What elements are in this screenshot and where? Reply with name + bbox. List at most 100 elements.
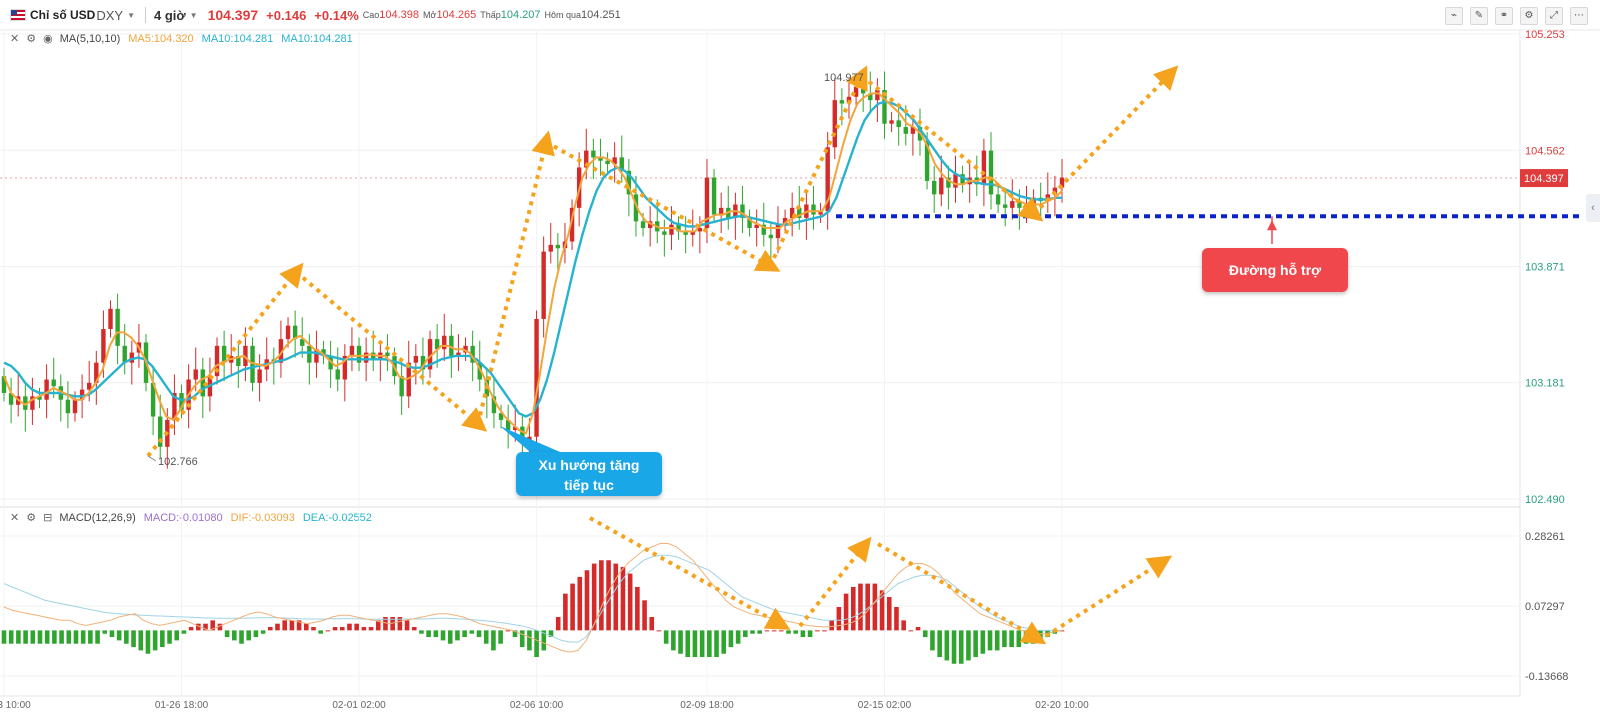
- macd-histogram-bar: [555, 617, 561, 631]
- settings-icon[interactable]: ⚙: [26, 33, 37, 45]
- chevron-down-icon[interactable]: ▼: [127, 10, 135, 20]
- candle-body: [839, 100, 845, 104]
- visibility-eye-icon[interactable]: ◉: [43, 33, 53, 45]
- symbol-header: Chỉ số USD DXY ▼ 4 giờ ▼ 104.397 +0.146 …: [0, 0, 1600, 30]
- macd-panel: [1, 543, 1065, 664]
- candle-body: [307, 345, 312, 363]
- macd-histogram-bar: [872, 583, 878, 631]
- macd-histogram-bar: [793, 630, 799, 634]
- macd-histogram-bar: [584, 570, 590, 631]
- trend-arrow: [1044, 555, 1173, 638]
- trend-callout-pointer: [500, 426, 560, 452]
- candle-body: [690, 231, 695, 235]
- candle-body: [420, 355, 426, 370]
- open-label: Mở: [423, 10, 437, 20]
- macd-histogram-bar: [260, 630, 266, 634]
- macd-histogram-bar: [52, 630, 57, 644]
- settings-icon[interactable]: ⚙: [1520, 7, 1538, 25]
- candle-body: [882, 90, 887, 124]
- candle-body: [65, 399, 71, 414]
- macd-histogram-bar: [160, 630, 165, 648]
- dif-line: [3, 543, 1063, 653]
- candle-body: [278, 339, 284, 363]
- macd-histogram-bar: [232, 630, 237, 641]
- trend-arrow: [1032, 65, 1179, 216]
- candle-body: [548, 244, 553, 252]
- macd-histogram-bar: [383, 617, 388, 631]
- macd-histogram-bar: [728, 630, 734, 648]
- candle-body: [300, 339, 305, 346]
- macd-histogram-bar: [944, 630, 950, 661]
- macd-histogram-bar: [174, 630, 180, 641]
- candle-body: [371, 352, 376, 360]
- candle-body: [236, 355, 241, 367]
- price-change: +0.146: [266, 7, 307, 23]
- candle-body: [789, 207, 795, 218]
- fullscreen-icon[interactable]: ⤢: [1545, 7, 1563, 25]
- high-annotation: 104.977: [824, 72, 864, 84]
- candle-body: [87, 382, 92, 390]
- collapse-icon[interactable]: ⊟: [43, 512, 53, 524]
- candle-body: [924, 140, 930, 181]
- candle-body: [94, 362, 99, 383]
- macd-histogram-bar: [145, 630, 151, 654]
- candle-body: [122, 345, 127, 363]
- compare-icon[interactable]: ⚭: [1495, 7, 1513, 25]
- macd-tick-label: 0.07297: [1525, 601, 1565, 613]
- candle-body: [541, 251, 546, 319]
- ma5-line: [3, 92, 1063, 435]
- candle-body: [498, 413, 504, 420]
- candle-body: [1059, 177, 1065, 188]
- annotations: 102.766 104.977: [146, 65, 1584, 645]
- macd-histogram-bar: [750, 630, 755, 634]
- macd-histogram-bar: [570, 583, 575, 631]
- low-annotation: 102.766: [158, 456, 198, 468]
- macd-histogram-bar: [627, 573, 633, 631]
- macd-histogram-bar: [210, 620, 216, 631]
- macd-histogram-bar: [599, 560, 604, 631]
- interval-chevron-down-icon[interactable]: ▼: [189, 10, 198, 20]
- macd-histogram-bar: [203, 623, 208, 631]
- macd-histogram-bar: [37, 630, 43, 644]
- candle-body: [44, 379, 49, 400]
- candle-body: [150, 382, 156, 417]
- macd-histogram-bar: [483, 630, 489, 644]
- draw-icon[interactable]: ✎: [1470, 7, 1488, 25]
- side-panel-toggle[interactable]: ‹: [1586, 194, 1600, 222]
- symbol-code[interactable]: DXY: [96, 7, 124, 23]
- macd-histogram-bar: [958, 630, 964, 664]
- settings-icon[interactable]: ⚙: [26, 512, 37, 524]
- macd-histogram-bar: [224, 630, 230, 638]
- candle-body: [640, 221, 646, 229]
- macd-histogram-bar: [404, 620, 410, 631]
- symbol-name[interactable]: Chỉ số USD: [30, 8, 96, 22]
- candle-body: [193, 369, 198, 380]
- close-icon[interactable]: ✕: [10, 512, 20, 524]
- macd-histogram-bar: [779, 630, 784, 632]
- more-icon[interactable]: ⋯: [1570, 7, 1588, 25]
- interval-selector[interactable]: 4 giờ: [154, 7, 186, 23]
- macd-histogram-bar: [930, 630, 935, 651]
- macd-histogram-bar: [563, 593, 568, 631]
- last-price-tag: [1520, 169, 1568, 188]
- candle-body: [676, 224, 681, 232]
- candle-body: [363, 352, 369, 363]
- macd-histogram-bar: [102, 630, 108, 634]
- macd-histogram-bar: [116, 630, 122, 641]
- candle-body: [456, 352, 461, 356]
- macd-histogram-bar: [296, 620, 302, 631]
- macd-histogram-bar: [915, 627, 921, 631]
- candle-body: [413, 355, 419, 363]
- chart-type-icon[interactable]: ⌁: [1445, 7, 1463, 25]
- close-icon[interactable]: ✕: [10, 33, 20, 45]
- macd-histogram-bar: [491, 630, 496, 651]
- macd-histogram-bar: [253, 630, 259, 638]
- macd-histogram-bar: [332, 627, 338, 631]
- candle-body: [37, 396, 42, 400]
- macd-histogram-bar: [678, 630, 683, 654]
- macd-histogram-bar: [440, 630, 446, 641]
- macd-histogram-bar: [311, 627, 316, 631]
- candle-body: [158, 416, 163, 447]
- candle-body: [605, 160, 610, 165]
